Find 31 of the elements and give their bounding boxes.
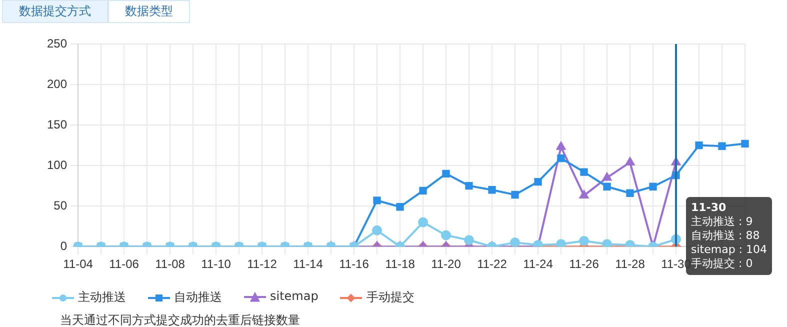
x-tick-label: 11-10: [201, 257, 232, 272]
x-tick-label: 11-26: [569, 257, 600, 272]
x-tick-label: 11-04: [63, 257, 94, 272]
x-tick-label: 11-28: [615, 257, 646, 272]
legend-label: 手动提交: [365, 289, 414, 306]
text: 数据提交方式: [2, 0, 108, 23]
x-tick-label: 11-14: [293, 257, 324, 272]
y-tick-label: 100: [46, 158, 68, 172]
annotation: 主动推送 : 9: [691, 215, 754, 229]
y-tick-label: 250: [46, 36, 68, 50]
x-tick-label: 11-22: [477, 257, 508, 272]
y-tick-label: 200: [46, 76, 68, 91]
x-tick-label: 11-08: [155, 257, 186, 272]
y-tick-label: 150: [46, 117, 68, 132]
text: 当天通过不同方式提交成功的去重后链接数量: [60, 312, 300, 327]
x-tick-label: 11-20: [431, 257, 462, 272]
x-tick-label: 11-18: [385, 257, 416, 272]
y-tick-label: 50: [54, 198, 68, 212]
y-tick-label: 0: [60, 238, 68, 253]
legend-label: sitemap: [269, 289, 318, 305]
legend-label: 自动推送: [173, 289, 222, 306]
annotation: 自动推送 : 88: [691, 229, 761, 243]
annotation: 11-30: [691, 201, 728, 215]
text: 数据类型: [108, 0, 190, 23]
x-tick-label: 11-12: [247, 257, 278, 272]
annotation: sitemap : 104: [691, 243, 768, 257]
legend-label: 主动推送: [77, 289, 126, 306]
x-tick-label: 11-06: [109, 257, 140, 272]
x-tick-label: 11-16: [339, 257, 370, 272]
text: 手动提交 : 0: [691, 257, 754, 271]
x-tick-label: 11-24: [523, 257, 554, 272]
